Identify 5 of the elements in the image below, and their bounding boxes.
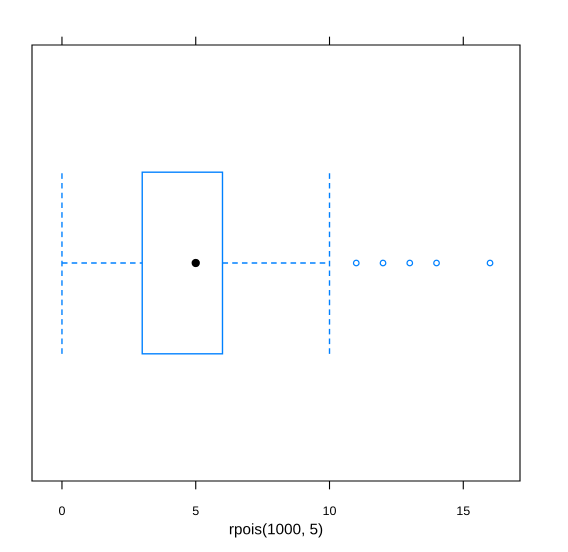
x-axis-title: rpois(1000, 5): [230, 523, 322, 538]
x-tick-label: 15: [457, 506, 470, 516]
x-tick-label: 10: [324, 506, 336, 516]
x-tick-label: 5: [192, 506, 199, 516]
x-tick-label: 0: [58, 506, 65, 516]
